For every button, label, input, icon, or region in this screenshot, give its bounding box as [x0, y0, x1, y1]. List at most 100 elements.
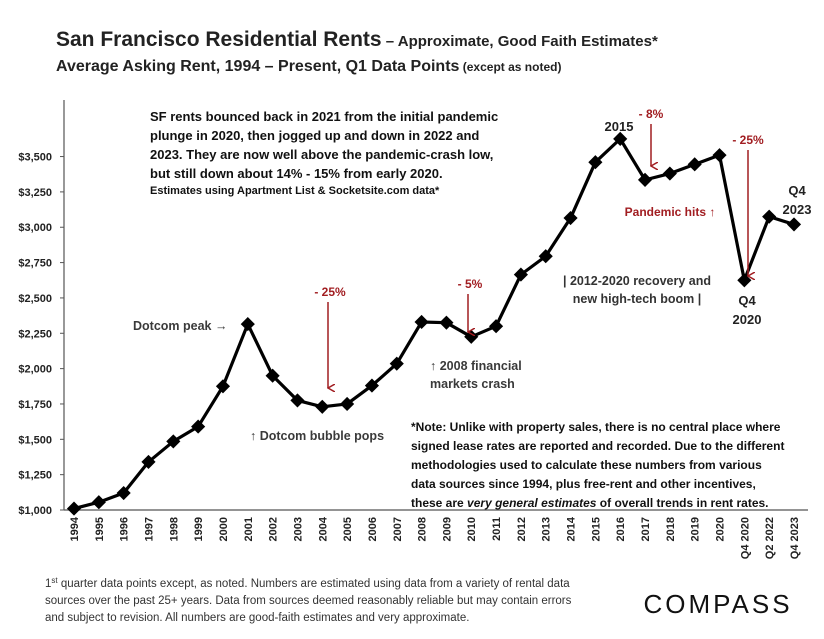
data-point [662, 166, 677, 181]
x-tick-label: 1996 [119, 517, 131, 541]
footnote: 1st quarter data points except, as noted… [45, 576, 570, 590]
x-tick-label: 2012 [516, 517, 528, 541]
annotation: markets crash [430, 377, 515, 391]
y-tick-label: $3,250 [18, 187, 52, 199]
data-point [538, 249, 553, 264]
x-tick-label: 1998 [168, 517, 180, 541]
annotation: plunge in 2020, then jogged up and down … [150, 128, 479, 143]
x-tick-label: 2009 [441, 517, 453, 541]
y-tick-label: $1,500 [18, 434, 52, 446]
x-tick-label: 1999 [193, 517, 205, 541]
chart-title: San Francisco Residential Rents – Approx… [56, 28, 658, 51]
x-tick-label: 2013 [541, 517, 553, 541]
annotation: ↑ Dotcom bubble pops [250, 429, 384, 443]
data-point [488, 319, 504, 334]
y-tick-label: $3,000 [18, 222, 52, 234]
annotation-part: very general estimates [467, 496, 597, 510]
x-tick-label: Q2 2022 [764, 517, 776, 559]
annotation: 2023 [783, 202, 812, 217]
footnote-part: st [51, 576, 58, 585]
data-point [613, 131, 628, 146]
data-point [290, 393, 305, 408]
annotation: new high-tech boom | [573, 292, 702, 306]
x-tick-label: 2003 [292, 517, 304, 541]
x-tick-label: 2014 [566, 516, 578, 541]
x-tick-label: 2004 [317, 516, 329, 541]
y-tick-label: $1,250 [18, 470, 52, 482]
title-sub: – Approximate, Good Faith Estimates* [382, 33, 658, 50]
x-tick-label: 2011 [491, 517, 503, 541]
data-point [712, 148, 727, 163]
annotation: signed lease rates are reported and reco… [411, 439, 784, 453]
footnote: and subject to revision. All numbers are… [45, 612, 469, 624]
x-tick-label: Q4 2020 [739, 517, 751, 559]
annotation: 2020 [733, 312, 762, 327]
y-tick-label: $2,000 [18, 364, 52, 376]
annotation: Q4 [738, 293, 756, 308]
data-point [513, 267, 528, 282]
annotation: *Note: Unlike with property sales, there… [411, 420, 781, 434]
annotation: these are very general estimates of over… [411, 496, 769, 510]
data-point [340, 396, 355, 412]
data-point [166, 434, 181, 449]
x-tick-label: 2000 [218, 517, 230, 541]
x-tick-label: 2016 [615, 517, 627, 541]
subtitle-main: Average Asking Rent, 1994 – Present, Q1 … [56, 58, 460, 75]
annotation-part: these are [411, 496, 467, 510]
annotation: but still down about 14% - 15% from earl… [150, 166, 443, 181]
data-point [265, 368, 280, 383]
data-point [439, 315, 454, 330]
annotation: - 8% [639, 107, 664, 121]
data-point [563, 210, 578, 226]
x-tick-label: 1994 [69, 516, 81, 541]
x-tick-label: 2002 [268, 517, 280, 541]
subtitle-note: (except as noted) [459, 60, 561, 74]
annotation: | 2012-2020 recovery and [563, 274, 711, 288]
x-tick-label: 2018 [665, 517, 677, 541]
logo: COMPASS [643, 589, 792, 619]
data-point [315, 399, 330, 414]
x-tick-label: 2005 [342, 517, 354, 541]
data-point [141, 454, 156, 470]
data-point [414, 314, 429, 330]
y-tick-label: $2,500 [18, 293, 52, 305]
x-tick-label: 2015 [590, 517, 602, 541]
annotation-part: of overall trends in rent rates. [596, 496, 768, 510]
annotation: Estimates using Apartment List & Sockets… [150, 185, 440, 197]
x-tick-label: 2017 [640, 517, 652, 541]
data-point [389, 356, 404, 371]
x-tick-label: 1997 [143, 517, 155, 541]
x-tick-label: 2001 [243, 517, 255, 541]
annotation: Pandemic hits ↑ [625, 205, 716, 219]
annotation: - 5% [458, 277, 483, 291]
data-point [215, 379, 231, 394]
annotation: data sources since 1994, plus free-rent … [411, 477, 756, 491]
x-tick-label: 2006 [367, 517, 379, 541]
x-tick-label: 2007 [392, 517, 404, 541]
footnote: sources over the past 25+ years. Data fr… [45, 595, 572, 607]
data-point [364, 378, 380, 393]
data-point [588, 155, 603, 170]
annotation: ↑ 2008 financial [430, 359, 522, 373]
annotation: - 25% [314, 285, 346, 299]
data-point [116, 485, 131, 501]
data-point [191, 419, 206, 434]
title-main: San Francisco Residential Rents [56, 28, 382, 51]
data-point [637, 172, 653, 187]
annotation: - 25% [732, 133, 764, 147]
y-tick-label: $1,000 [18, 505, 52, 517]
x-tick-label: 2008 [417, 517, 429, 541]
y-tick-label: $1,750 [18, 399, 52, 411]
y-tick-label: $2,250 [18, 328, 52, 340]
annotation: Dotcom peak → [133, 319, 227, 333]
data-point [786, 217, 802, 232]
annotation: 2015 [605, 119, 634, 134]
x-tick-label: 2019 [690, 517, 702, 541]
y-tick-label: $2,750 [18, 258, 52, 270]
chart-subtitle: Average Asking Rent, 1994 – Present, Q1 … [56, 58, 561, 75]
data-point [91, 495, 106, 510]
x-tick-label: Q4 2023 [789, 517, 801, 559]
y-tick-label: $3,500 [18, 152, 52, 164]
footnote-part: 1 [45, 578, 51, 590]
